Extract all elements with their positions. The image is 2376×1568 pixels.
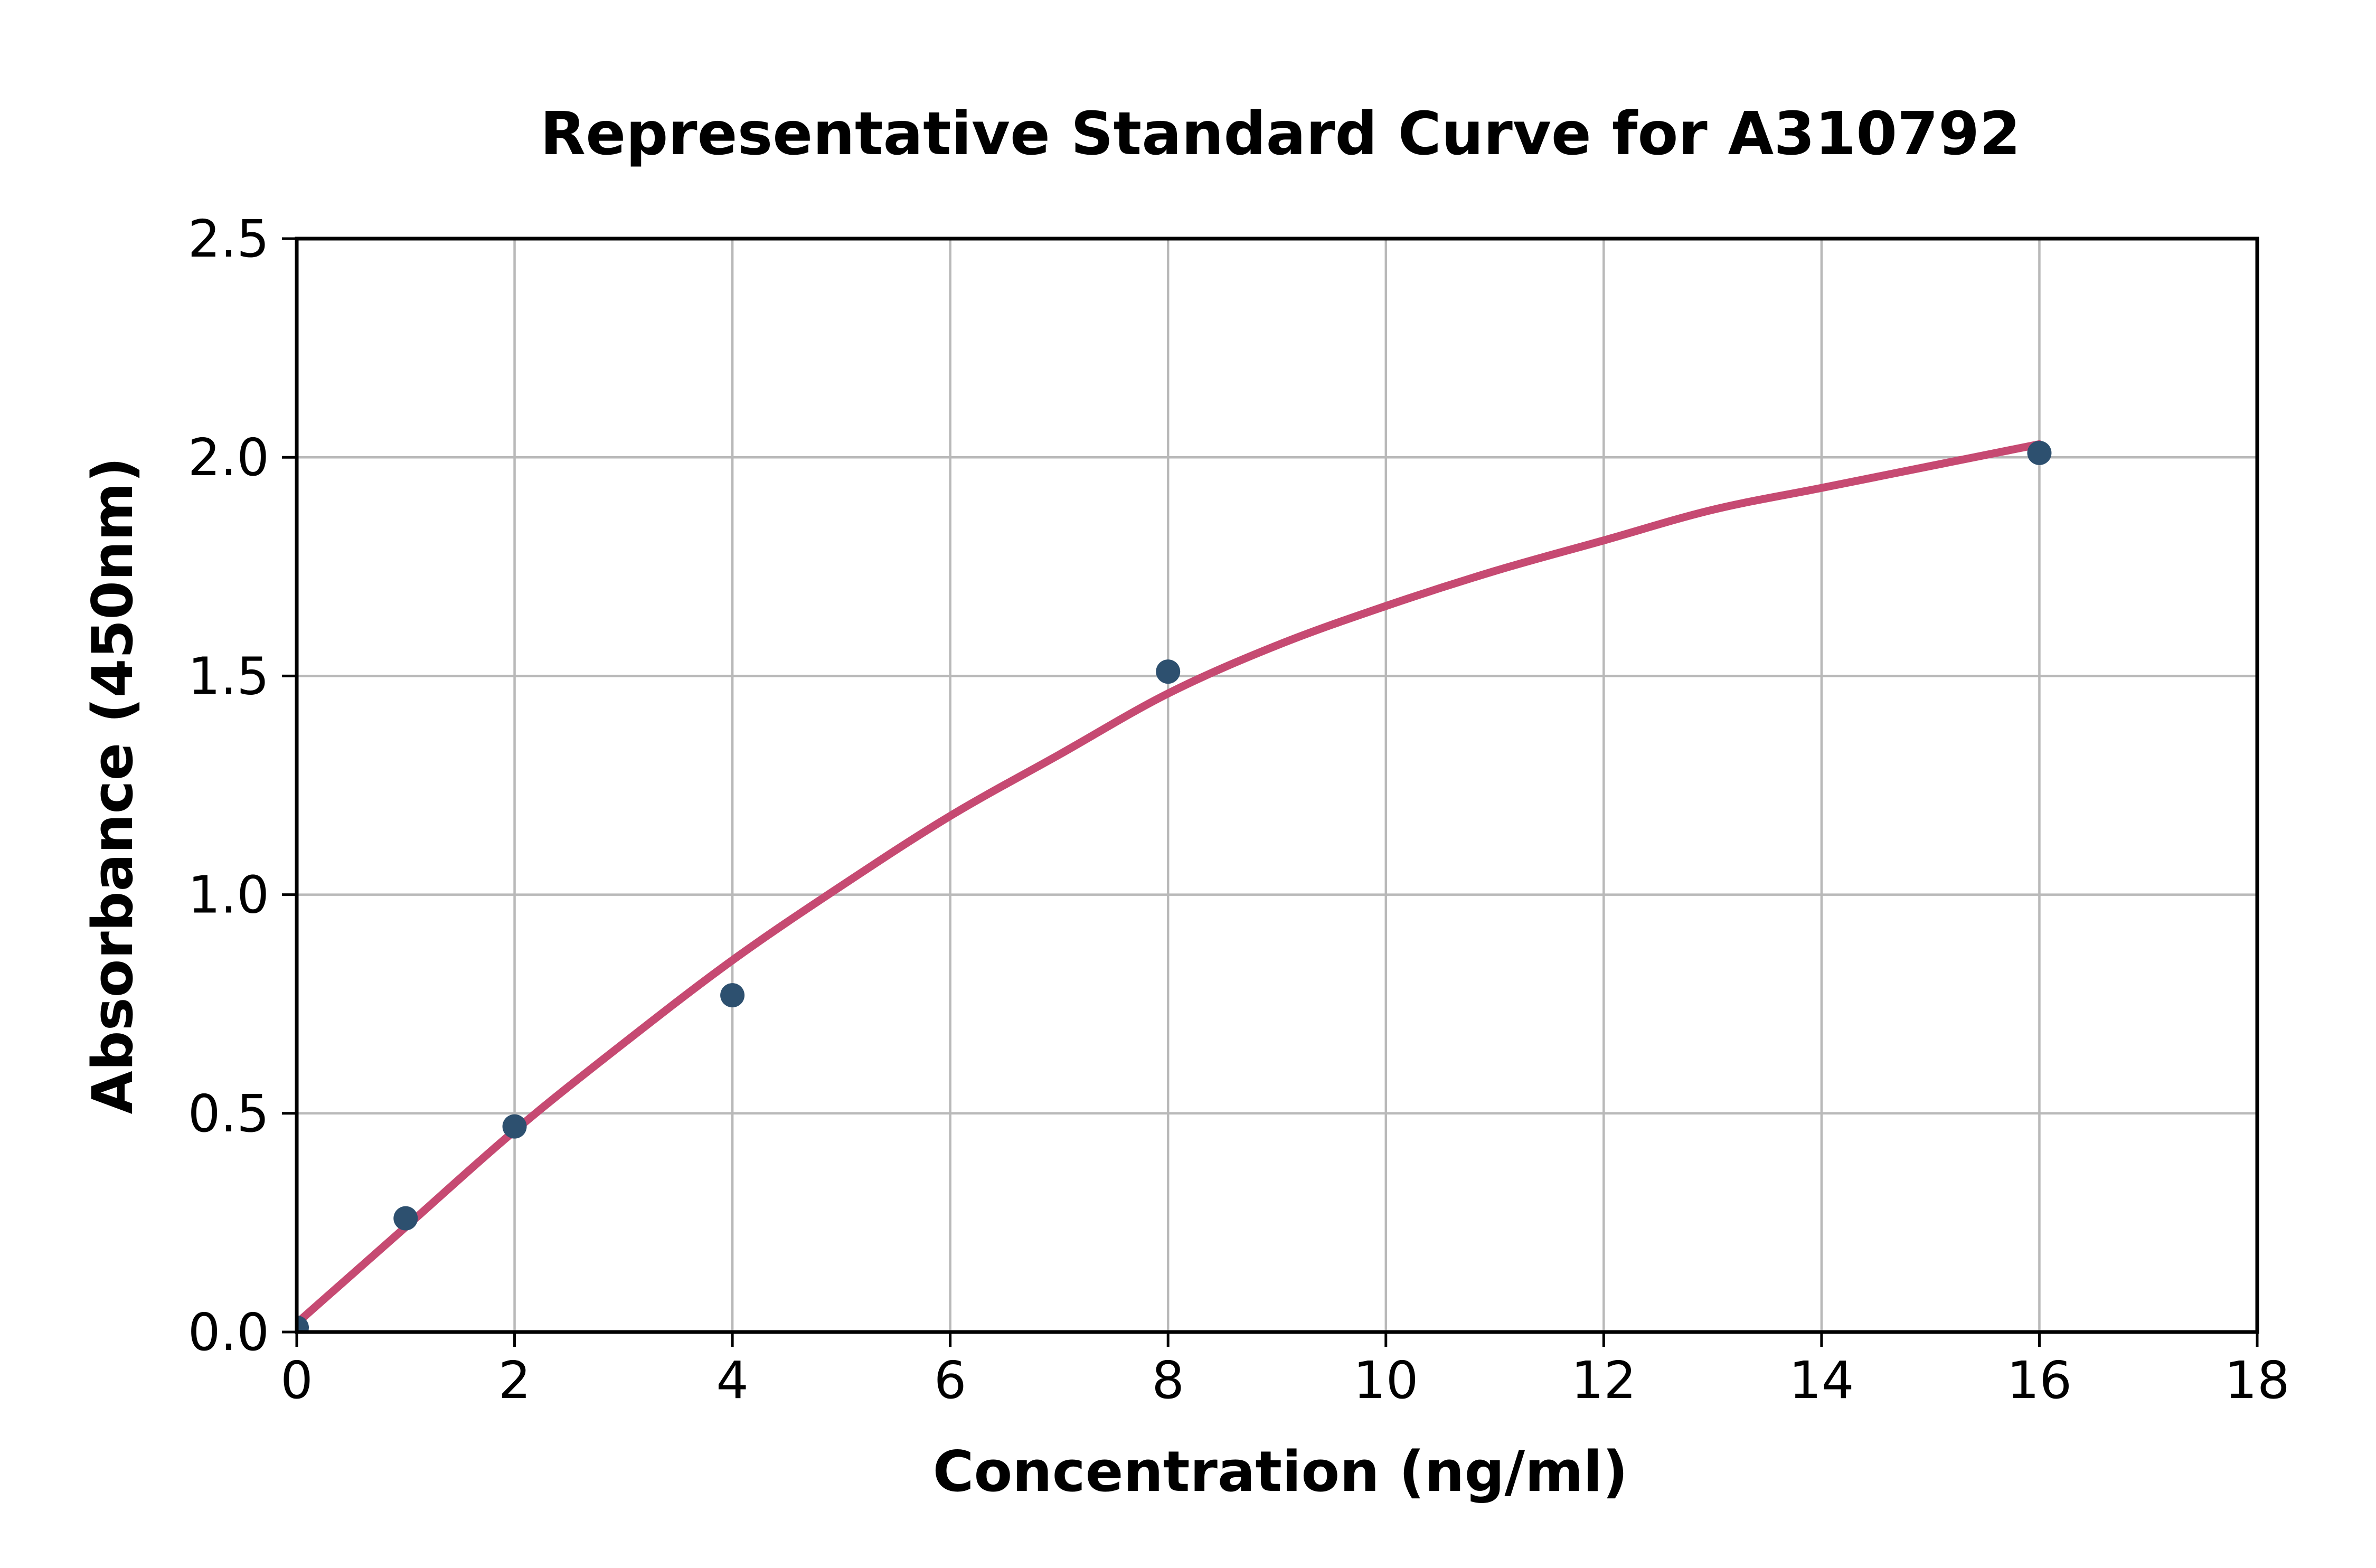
x-tick-label: 8: [1152, 1350, 1184, 1410]
axis-ticks: [282, 237, 2259, 1347]
x-tick-label: 10: [1353, 1350, 1418, 1410]
x-tick-label: 4: [716, 1350, 749, 1410]
x-tick-label: 6: [934, 1350, 967, 1410]
x-tick-labels: 0 2 4 6 8 10 12 14 16 18: [280, 1350, 2290, 1410]
y-tick-label: 0.0: [188, 1302, 269, 1362]
fit-curve-group: [297, 440, 2043, 1327]
y-tick-label: 2.5: [188, 209, 269, 269]
x-tick-label: 18: [2224, 1350, 2289, 1410]
data-point-marker: [720, 983, 745, 1008]
plot-frame: [295, 237, 2259, 1334]
x-tick-label: 0: [280, 1350, 313, 1410]
data-point-marker: [502, 1114, 527, 1139]
y-axis-label: Absorbance (450nm): [80, 457, 145, 1114]
x-tick-label: 2: [498, 1350, 531, 1410]
x-tick-label: 12: [1571, 1350, 1636, 1410]
data-points-group: [297, 440, 2052, 1332]
x-axis-label: Concentration (ng/ml): [933, 1439, 1628, 1504]
data-point-marker: [297, 1315, 309, 1332]
y-tick-label: 1.0: [188, 865, 269, 925]
fit-curve-line: [297, 440, 2043, 1327]
data-point-marker: [2027, 440, 2052, 465]
chart-title: Representative Standard Curve for A31079…: [540, 100, 2021, 168]
y-tick-label: 2.0: [188, 428, 269, 487]
x-tick-label: 14: [1789, 1350, 1854, 1410]
data-point-marker: [1156, 659, 1181, 684]
y-tick-labels: 0.0 0.5 1.0 1.5 2.0 2.5: [188, 209, 269, 1362]
data-point-marker: [393, 1206, 418, 1231]
y-tick-label: 0.5: [188, 1084, 269, 1144]
y-tick-label: 1.5: [188, 646, 269, 706]
x-tick-label: 16: [2007, 1350, 2072, 1410]
